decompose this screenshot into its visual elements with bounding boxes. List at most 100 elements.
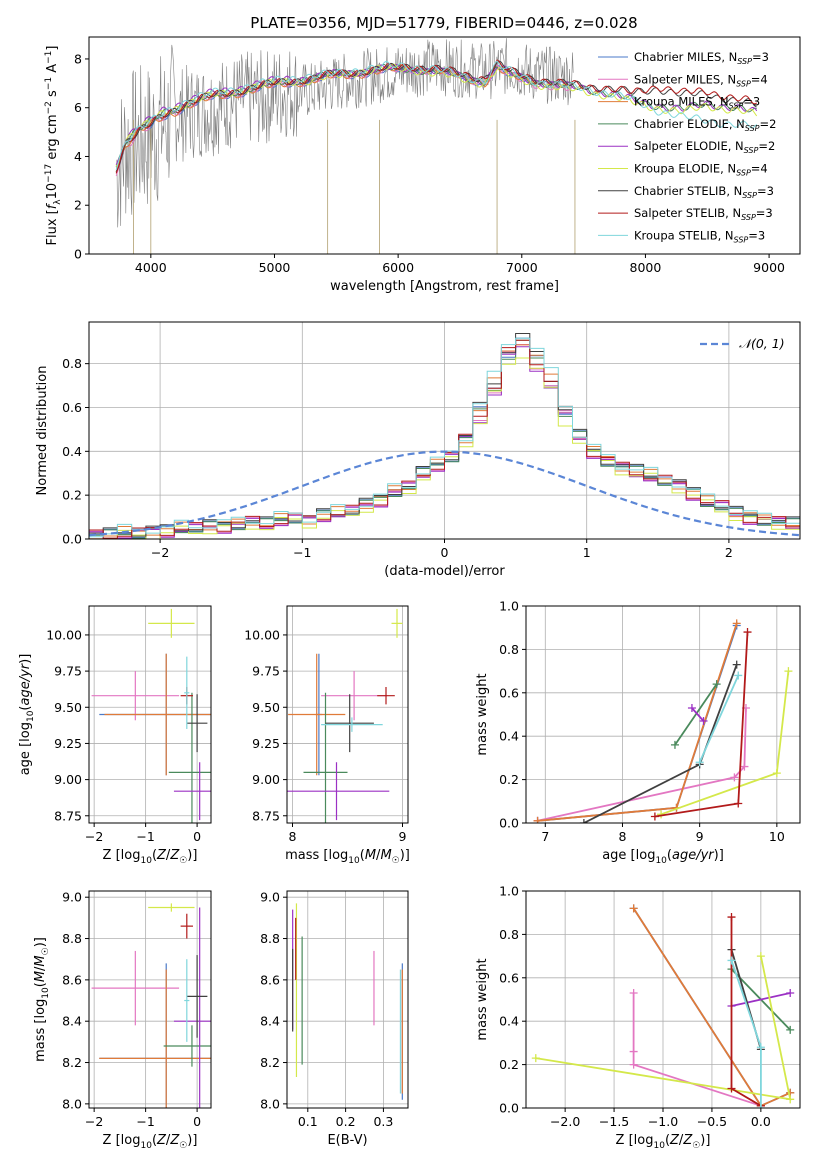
errorbar-point bbox=[148, 608, 195, 638]
x-tick-label: 9 bbox=[696, 829, 704, 844]
y-tick-label: 0.4 bbox=[499, 1014, 519, 1029]
label-part: ( bbox=[665, 1133, 670, 1148]
histogram-step-line bbox=[89, 337, 800, 538]
weight-point-marker bbox=[629, 988, 638, 997]
weight-series bbox=[695, 671, 743, 767]
plot-area bbox=[91, 903, 211, 1108]
weight-point-marker bbox=[712, 680, 721, 689]
errorbar-point bbox=[99, 969, 211, 1108]
weight-point-marker bbox=[786, 1095, 795, 1104]
axes-frame bbox=[88, 36, 801, 255]
label-part: A bbox=[45, 64, 60, 77]
x-axis-label: (data-model)/error bbox=[384, 564, 505, 579]
y-tick-label: 0.6 bbox=[499, 970, 519, 985]
label-part: age/yr bbox=[672, 848, 715, 863]
x-tick-label: 8000 bbox=[630, 260, 662, 275]
y-tick-label: 9.75 bbox=[252, 664, 280, 679]
weight-point-marker bbox=[772, 769, 781, 778]
label-part: SSP bbox=[741, 213, 756, 222]
x-tick-label: 0 bbox=[441, 545, 449, 560]
axes-frame bbox=[286, 890, 409, 1109]
label-part: ☉ bbox=[179, 856, 187, 866]
y-tick-label: 0.2 bbox=[499, 1057, 519, 1072]
weight-point-marker bbox=[740, 762, 749, 771]
label-part: Kroupa MILES, N bbox=[634, 95, 729, 109]
y-tick-label: 0.6 bbox=[499, 685, 519, 700]
weight-series-line bbox=[731, 992, 791, 1007]
y-tick-label: 9.00 bbox=[252, 772, 280, 787]
y-tick-label: 8.0 bbox=[62, 1096, 82, 1111]
plot-area bbox=[287, 608, 403, 823]
weight-series-line bbox=[691, 707, 705, 722]
weight-point-marker bbox=[579, 819, 588, 823]
label-part: Salpeter STELIB, N bbox=[634, 206, 741, 220]
label-part: −1 bbox=[44, 51, 54, 64]
y-tick-label: 8.8 bbox=[260, 931, 280, 946]
label-part: / bbox=[33, 966, 48, 971]
axes-frame bbox=[525, 605, 801, 824]
y-tick-label: 8.6 bbox=[62, 972, 82, 987]
errorbar-point bbox=[321, 671, 388, 721]
y-tick-label: 8.2 bbox=[62, 1055, 82, 1070]
label-part: 10 bbox=[45, 183, 60, 200]
label-part: Z [log bbox=[103, 1133, 141, 1148]
label-part: )] bbox=[700, 1133, 710, 1148]
x-axis-label: mass [log10(M/M☉)] bbox=[285, 848, 410, 866]
errorbar-point bbox=[168, 692, 211, 823]
plot-area bbox=[115, 38, 758, 254]
weight-point-marker bbox=[650, 812, 659, 821]
errorbar-point bbox=[303, 692, 348, 823]
label-part: Kroupa ELODIE, N bbox=[634, 162, 736, 176]
axes-frame bbox=[88, 605, 212, 824]
label-part: ( bbox=[152, 848, 157, 863]
y-tick-label: 9.50 bbox=[252, 700, 280, 715]
weight-point-marker bbox=[727, 913, 736, 922]
weight-point-marker bbox=[734, 799, 743, 808]
label-part: / bbox=[679, 1133, 684, 1148]
plot-area bbox=[292, 903, 403, 1100]
weight-point-marker bbox=[531, 1054, 540, 1063]
label-part: / bbox=[166, 848, 171, 863]
y-tick-label: 9.0 bbox=[62, 890, 82, 905]
y-axis-label: Normed distribution bbox=[35, 366, 50, 496]
label-part: ☉ bbox=[692, 1141, 700, 1151]
label-part: M bbox=[33, 971, 48, 982]
weight-point-marker bbox=[670, 740, 679, 749]
label-part: Z bbox=[156, 848, 167, 863]
x-tick-label: 4000 bbox=[135, 260, 167, 275]
label-part: Chabrier STELIB, N bbox=[634, 184, 742, 198]
label-part: =4 bbox=[751, 162, 768, 176]
weight-point-marker bbox=[786, 1025, 795, 1034]
label-part: )] bbox=[400, 848, 410, 863]
y-tick-label: 9.25 bbox=[54, 736, 82, 751]
weight-series-line bbox=[698, 675, 740, 763]
label-part: λ bbox=[53, 199, 63, 205]
y-tick-label: 0.8 bbox=[499, 927, 519, 942]
x-tick-label: −2 bbox=[85, 1114, 103, 1129]
errorbar-point bbox=[184, 656, 190, 729]
label-part: =3 bbox=[756, 206, 773, 220]
x-tick-label: 9000 bbox=[753, 260, 785, 275]
x-axis-label: age [log10(age/yr)] bbox=[602, 848, 724, 866]
y-tick-label: 1.0 bbox=[499, 599, 519, 614]
weight-point-marker bbox=[756, 1043, 765, 1052]
label-part: )] bbox=[33, 937, 48, 947]
weight-point-marker bbox=[756, 1104, 765, 1108]
y-tick-label: 0.2 bbox=[62, 488, 82, 503]
label-part: ] bbox=[45, 46, 60, 51]
legend-label: Chabrier STELIB, NSSP=3 bbox=[634, 184, 774, 200]
label-part: Z bbox=[156, 1133, 167, 1148]
label-part: Salpeter ELODIE, N bbox=[634, 139, 744, 153]
x-tick-label: 5000 bbox=[259, 260, 291, 275]
y-tick-label: 9.25 bbox=[252, 736, 280, 751]
weight-point-marker bbox=[687, 703, 696, 712]
weight-point-marker bbox=[629, 904, 638, 913]
label-part: =3 bbox=[757, 184, 774, 198]
legend-label: Salpeter ELODIE, NSSP=2 bbox=[634, 139, 775, 155]
label-part: SSP bbox=[729, 102, 744, 111]
y-tick-label: 8.0 bbox=[260, 1096, 280, 1111]
label-part: Z bbox=[169, 1133, 180, 1148]
label-part: 10 bbox=[140, 1141, 152, 1151]
x-tick-label: 7000 bbox=[506, 260, 538, 275]
y-tick-label: 8.75 bbox=[252, 808, 280, 823]
